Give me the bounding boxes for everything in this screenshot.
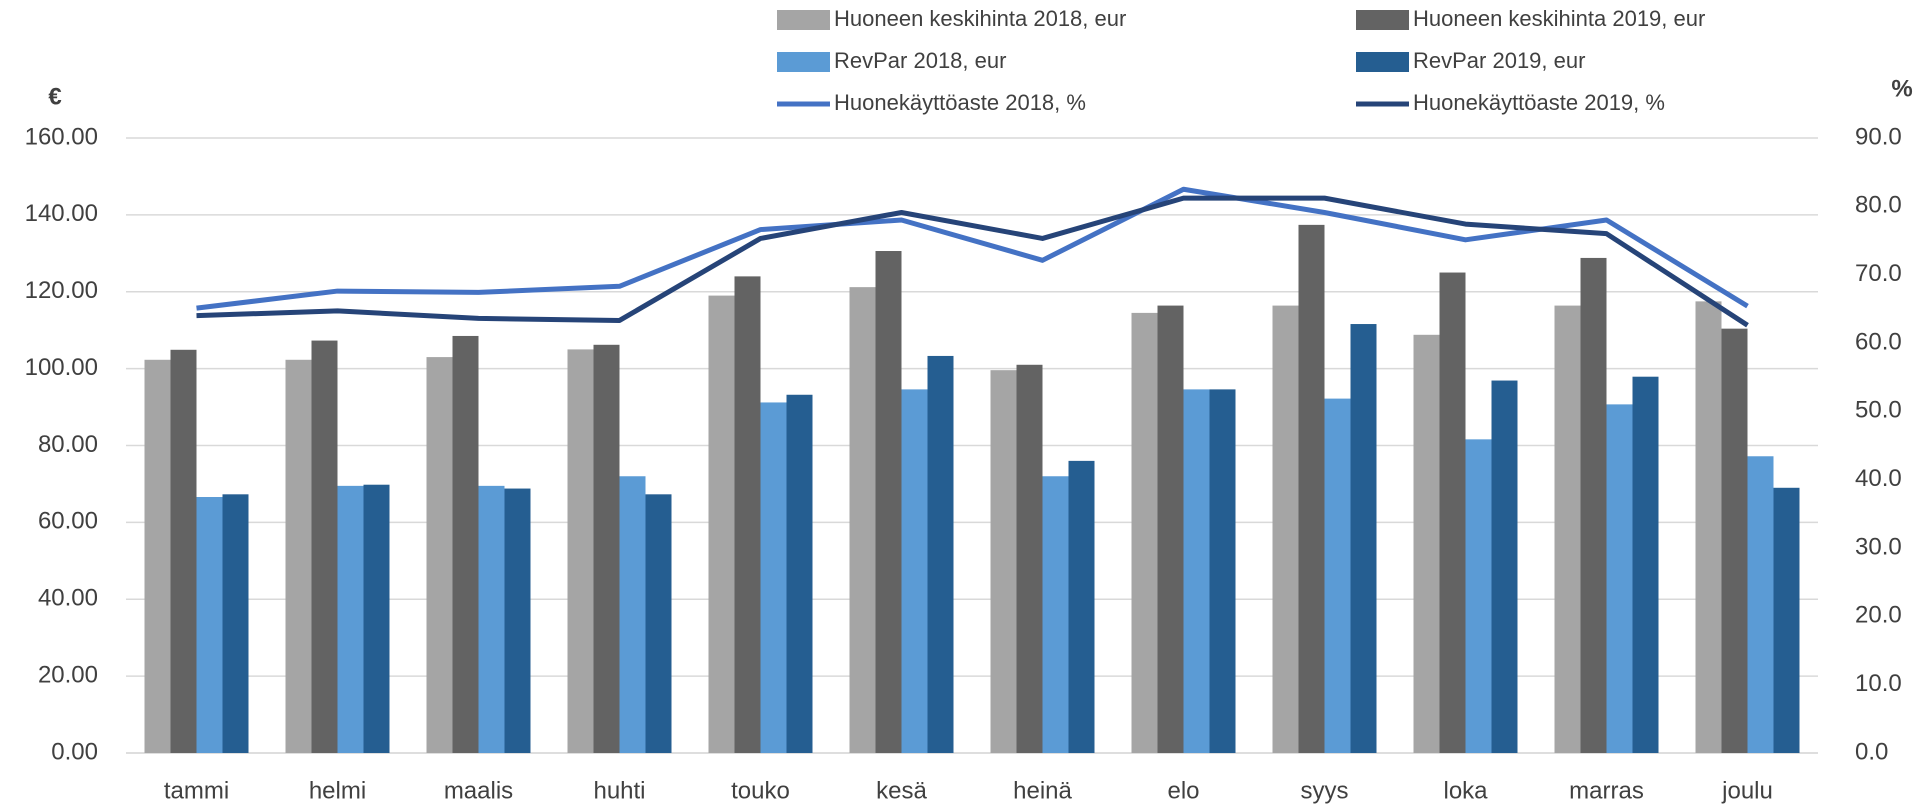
y-tick-label: 140.00 [25, 200, 98, 227]
bar [144, 359, 171, 753]
bar [311, 340, 338, 753]
y-tick-label: 40.00 [38, 585, 98, 612]
bar [1465, 439, 1492, 753]
bar [927, 355, 954, 753]
x-tick-label: marras [1569, 777, 1644, 804]
legend-label: RevPar 2019, eur [1413, 48, 1585, 73]
y-axis-label: € [48, 83, 61, 110]
x-tick-label: syys [1301, 777, 1349, 804]
legend-label: Huoneen keskihinta 2019, eur [1413, 6, 1705, 31]
bar [1157, 305, 1184, 753]
y2-axis-label: % [1891, 75, 1912, 102]
y2-tick-label: 0.0 [1855, 738, 1888, 765]
bar [1580, 257, 1607, 753]
bar [990, 370, 1017, 753]
bar [1350, 324, 1377, 753]
bar [1773, 487, 1800, 753]
y-tick-label: 60.00 [38, 508, 98, 535]
bar [567, 349, 594, 753]
bar [760, 402, 787, 753]
legend-swatch [777, 10, 830, 30]
x-tick-label: maalis [444, 777, 513, 804]
x-tick-label: joulu [1721, 777, 1773, 804]
bar [593, 344, 620, 753]
bar [196, 497, 223, 753]
bar [734, 276, 761, 753]
bar [1632, 376, 1659, 753]
y-tick-label: 120.00 [25, 277, 98, 304]
line [196, 195, 1749, 328]
y2-tick-label: 40.0 [1855, 465, 1902, 492]
bar [1272, 305, 1299, 753]
bar [337, 485, 364, 753]
bar [786, 394, 813, 753]
legend-label: Huonekäyttöaste 2019, % [1413, 90, 1665, 115]
y2-tick-label: 30.0 [1855, 533, 1902, 560]
bar [1016, 364, 1043, 753]
y2-tick-label: 10.0 [1855, 670, 1902, 697]
bar [285, 359, 312, 753]
y2-tick-label: 90.0 [1855, 123, 1902, 150]
bar [1695, 301, 1722, 753]
bar [1324, 398, 1351, 753]
legend-swatch [777, 52, 830, 72]
bar [708, 295, 735, 753]
y-tick-label: 20.00 [38, 661, 98, 688]
bar [645, 494, 672, 753]
bar [1413, 334, 1440, 753]
bar [452, 335, 479, 753]
x-tick-label: helmi [309, 777, 366, 804]
bar [1747, 456, 1774, 753]
y-tick-label: 100.00 [25, 354, 98, 381]
bar [426, 357, 453, 753]
bar [504, 488, 531, 753]
legend-label: Huonekäyttöaste 2018, % [834, 90, 1086, 115]
y2-tick-label: 20.0 [1855, 602, 1902, 629]
x-tick-label: elo [1167, 777, 1199, 804]
y-tick-label: 80.00 [38, 431, 98, 458]
legend-swatch [1356, 52, 1409, 72]
x-tick-label: touko [731, 777, 790, 804]
bar [849, 287, 876, 753]
bar [1554, 305, 1581, 753]
bar [1209, 389, 1236, 753]
x-tick-label: tammi [164, 777, 229, 804]
bar [478, 485, 505, 753]
y2-tick-label: 60.0 [1855, 328, 1902, 355]
bar [1068, 460, 1095, 753]
bar [901, 389, 928, 753]
bar [875, 251, 902, 753]
bar [1606, 404, 1633, 753]
legend-swatch [1356, 10, 1409, 30]
bar [1042, 476, 1069, 753]
y-tick-label: 0.00 [51, 738, 98, 765]
legend-label: RevPar 2018, eur [834, 48, 1006, 73]
bar [1721, 328, 1748, 753]
x-tick-label: kesä [876, 777, 927, 804]
y-tick-label: 160.00 [25, 123, 98, 150]
y2-tick-label: 70.0 [1855, 260, 1902, 287]
bar [222, 494, 249, 753]
bar [1491, 380, 1518, 753]
bar [1131, 312, 1158, 753]
bar [363, 484, 390, 753]
line [196, 186, 1749, 311]
legend-label: Huoneen keskihinta 2018, eur [834, 6, 1126, 31]
bar [1298, 224, 1325, 753]
x-tick-label: heinä [1013, 777, 1072, 804]
y2-tick-label: 50.0 [1855, 397, 1902, 424]
bar [1183, 389, 1210, 753]
bar [1439, 272, 1466, 753]
x-tick-label: loka [1443, 777, 1488, 804]
bar [619, 476, 646, 753]
y2-tick-label: 80.0 [1855, 192, 1902, 219]
bar [170, 349, 197, 753]
x-tick-label: huhti [593, 777, 645, 804]
